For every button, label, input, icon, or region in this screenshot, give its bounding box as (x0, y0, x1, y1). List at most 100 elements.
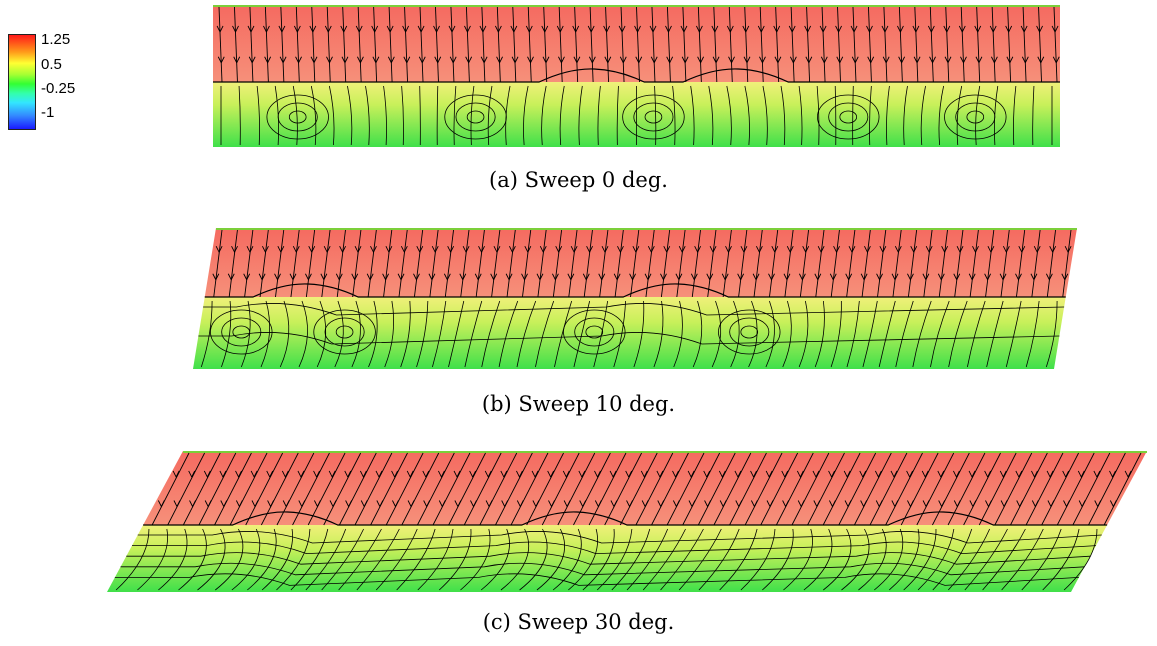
vortex (210, 309, 273, 355)
streamline-arrow (828, 470, 835, 478)
streamline (920, 85, 926, 146)
streamline (1038, 6, 1042, 83)
vortex (955, 102, 996, 132)
streamline-arrow (357, 56, 364, 64)
streamline-arrow (157, 500, 165, 508)
vortex (729, 317, 770, 347)
streamline (636, 6, 640, 83)
streamline-arrow (663, 245, 671, 254)
streamline-arrow (1051, 25, 1059, 33)
streamline (436, 85, 439, 146)
streamline-arrow (953, 273, 961, 281)
streamline-arrow (556, 25, 564, 33)
colorbar-legend: 1.25 0.5 -0.25 -1 (8, 32, 88, 134)
streamline (975, 85, 981, 146)
streamline-arrow (814, 273, 822, 281)
streamline (698, 528, 740, 591)
streamline (558, 6, 563, 83)
streamline (964, 528, 1008, 591)
streamline (744, 6, 749, 83)
streamline (708, 85, 714, 146)
streamline (780, 85, 786, 146)
streamline (249, 6, 254, 83)
streamline (885, 452, 923, 526)
streamline (626, 528, 669, 591)
streamline-arrow (501, 500, 509, 508)
streamline (1025, 452, 1064, 526)
streamline-arrow (462, 245, 470, 254)
streamline-arrow (906, 470, 914, 478)
streamline-arrow (434, 56, 442, 64)
streamline-arrow (706, 273, 714, 281)
streamline-arrow (250, 470, 258, 478)
streamline (1056, 452, 1095, 526)
streamline-arrow (392, 500, 399, 508)
vortex (266, 94, 329, 140)
streamline-arrow (423, 500, 431, 508)
streamline-arrow (688, 500, 696, 508)
streamline-arrow (428, 273, 436, 281)
streamline-arrow (496, 56, 503, 64)
streamline-arrow (704, 500, 711, 508)
streamline-arrow (282, 500, 290, 508)
streamline (783, 528, 813, 591)
streamline-arrow (680, 25, 688, 33)
streamline-arrow (694, 245, 702, 254)
streamline-arrow (345, 500, 353, 508)
streamline-arrow (505, 273, 513, 281)
streamline (1053, 6, 1058, 83)
streamline (985, 229, 995, 298)
streamline-arrow (972, 245, 979, 254)
streamline-arrow (227, 273, 235, 281)
streamline (354, 452, 393, 526)
streamline (464, 300, 483, 368)
streamline (500, 528, 529, 591)
streamline (573, 300, 591, 368)
streamline (713, 6, 718, 83)
streamline-arrow (524, 245, 532, 254)
streamline (347, 85, 353, 146)
streamline (1015, 229, 1026, 298)
streamline (578, 85, 583, 146)
streamline-arrow (248, 56, 256, 64)
streamline (218, 6, 223, 83)
streamline (368, 300, 378, 368)
streamline-arrow (510, 25, 518, 33)
streamline-arrow (527, 56, 534, 64)
streamline (479, 452, 518, 526)
streamline-arrow (508, 245, 516, 254)
streamline (1042, 528, 1080, 591)
vortex (966, 110, 985, 124)
streamline (448, 452, 486, 526)
streamline-arrow (262, 245, 269, 254)
streamline-arrow (516, 470, 523, 478)
streamline-arrow (789, 56, 797, 64)
streamline-arrow (355, 25, 363, 33)
streamline (782, 300, 792, 368)
streamline (654, 85, 657, 146)
streamline-arrow (721, 273, 729, 281)
streamline-arrow (1030, 273, 1038, 281)
streamline-arrow (295, 56, 302, 64)
streamline (365, 85, 370, 146)
streamline-arrow (341, 56, 349, 64)
streamline-arrow (644, 273, 652, 281)
streamline (535, 300, 555, 368)
streamline (769, 229, 779, 298)
streamline (691, 229, 701, 298)
streamline (495, 452, 533, 526)
panel-b-flowfield (0, 222, 1157, 377)
streamline-arrow (479, 25, 487, 33)
streamline-arrow (781, 470, 789, 478)
streamline (963, 452, 1001, 526)
streamline-arrow (449, 56, 457, 64)
streamline (375, 528, 418, 591)
streamline (722, 229, 732, 298)
streamline-arrow (953, 470, 960, 478)
streamline-arrow (836, 56, 844, 64)
streamline-arrow (618, 25, 626, 33)
streamline (460, 229, 470, 298)
streamline-arrow (1109, 470, 1116, 478)
streamline-arrow (579, 500, 587, 508)
streamline (498, 300, 519, 368)
